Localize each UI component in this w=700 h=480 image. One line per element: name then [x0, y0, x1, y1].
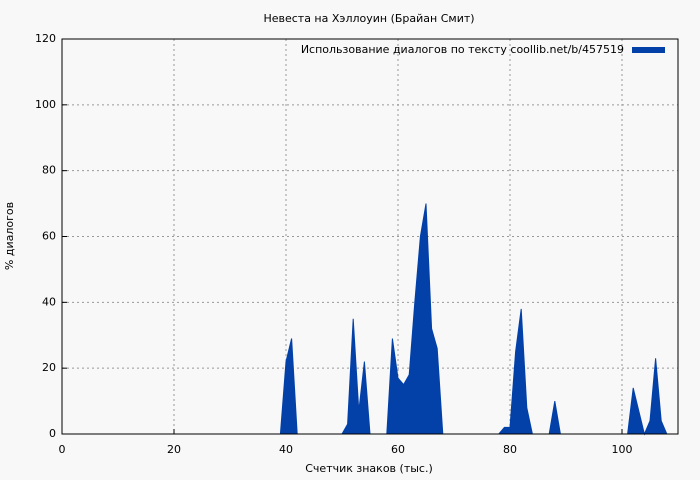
y-tick-label: 100 — [35, 98, 56, 111]
y-tick-label: 60 — [42, 230, 56, 243]
legend-swatch — [632, 47, 665, 53]
y-tick-label: 20 — [42, 361, 56, 374]
x-tick-label: 40 — [279, 443, 293, 456]
legend-label: Использование диалогов по тексту coollib… — [301, 43, 624, 56]
x-tick-label: 80 — [503, 443, 517, 456]
plot-frame — [61, 38, 679, 435]
x-tick-label: 100 — [612, 443, 633, 456]
x-tick-label: 60 — [391, 443, 405, 456]
y-tick-label: 40 — [42, 295, 56, 308]
y-tick-label: 80 — [42, 164, 56, 177]
x-tick-label: 0 — [59, 443, 66, 456]
area — [62, 203, 678, 436]
chart-title: Невеста на Хэллоуин (Брайан Смит) — [263, 12, 474, 25]
y-tick-label: 0 — [49, 427, 56, 440]
y-axis-label: % диалогов — [3, 202, 16, 270]
y-tick-label: 120 — [35, 32, 56, 45]
x-tick-label: 20 — [167, 443, 181, 456]
x-axis-label: Счетчик знаков (тыс.) — [305, 462, 433, 475]
